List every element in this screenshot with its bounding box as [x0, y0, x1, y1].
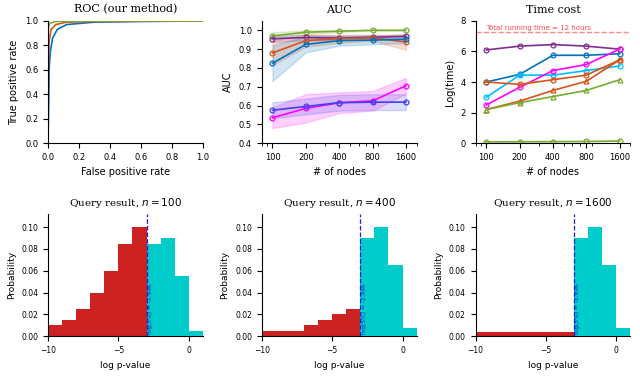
Bar [304, 325, 318, 336]
Bar [574, 332, 588, 336]
Bar [118, 244, 132, 336]
Bar [588, 334, 602, 336]
Text: Total running time = 12 hours: Total running time = 12 hours [486, 25, 591, 32]
Bar [276, 331, 290, 336]
Bar [560, 332, 574, 336]
Y-axis label: True positive rate: True positive rate [10, 40, 19, 125]
X-axis label: # of nodes: # of nodes [313, 168, 365, 177]
Title: Query result, $n = 100$: Query result, $n = 100$ [69, 196, 182, 210]
Bar [332, 315, 346, 336]
Bar [132, 227, 147, 336]
Text: log(5%) = -2.996: log(5%) = -2.996 [575, 283, 580, 334]
Bar [161, 238, 175, 336]
Bar [62, 320, 76, 336]
Bar [147, 244, 161, 336]
Bar [518, 332, 532, 336]
Y-axis label: Probability: Probability [220, 251, 230, 299]
Bar [532, 332, 546, 336]
Bar [346, 309, 360, 336]
Title: AUC: AUC [326, 5, 352, 14]
Bar [104, 271, 118, 336]
Title: ROC (our method): ROC (our method) [74, 4, 177, 14]
X-axis label: log p-value: log p-value [314, 361, 364, 370]
Text: log(5%) = -2.996: log(5%) = -2.996 [148, 283, 153, 334]
Bar [388, 265, 403, 336]
Bar [574, 238, 588, 336]
Bar [374, 332, 388, 336]
Title: Time cost: Time cost [525, 5, 580, 14]
Y-axis label: AUC: AUC [223, 72, 233, 92]
Bar [175, 331, 189, 336]
Bar [161, 315, 175, 336]
Bar [290, 331, 304, 336]
Bar [360, 238, 374, 336]
Bar [616, 328, 630, 336]
Bar [147, 265, 161, 336]
Bar [490, 332, 504, 336]
Bar [476, 332, 490, 336]
Y-axis label: Probability: Probability [7, 251, 16, 299]
Bar [48, 325, 62, 336]
X-axis label: log p-value: log p-value [528, 361, 578, 370]
Text: log(5%) = -2.996: log(5%) = -2.996 [362, 283, 367, 334]
X-axis label: # of nodes: # of nodes [527, 168, 579, 177]
Bar [76, 309, 90, 336]
Title: Query result, $n = 1600$: Query result, $n = 1600$ [493, 196, 612, 210]
Bar [374, 227, 388, 336]
Bar [175, 276, 189, 336]
Bar [262, 331, 276, 336]
Bar [388, 334, 403, 336]
Bar [318, 320, 332, 336]
Y-axis label: Log(time): Log(time) [445, 59, 455, 106]
Bar [602, 265, 616, 336]
Bar [602, 335, 616, 336]
Bar [546, 332, 560, 336]
Y-axis label: Probability: Probability [434, 251, 444, 299]
Bar [189, 331, 203, 336]
Bar [504, 332, 518, 336]
Bar [360, 325, 374, 336]
Bar [588, 227, 602, 336]
Title: Query result, $n = 400$: Query result, $n = 400$ [283, 196, 396, 210]
X-axis label: False positive rate: False positive rate [81, 168, 170, 177]
X-axis label: log p-value: log p-value [100, 361, 150, 370]
Bar [403, 328, 417, 336]
Bar [90, 293, 104, 336]
